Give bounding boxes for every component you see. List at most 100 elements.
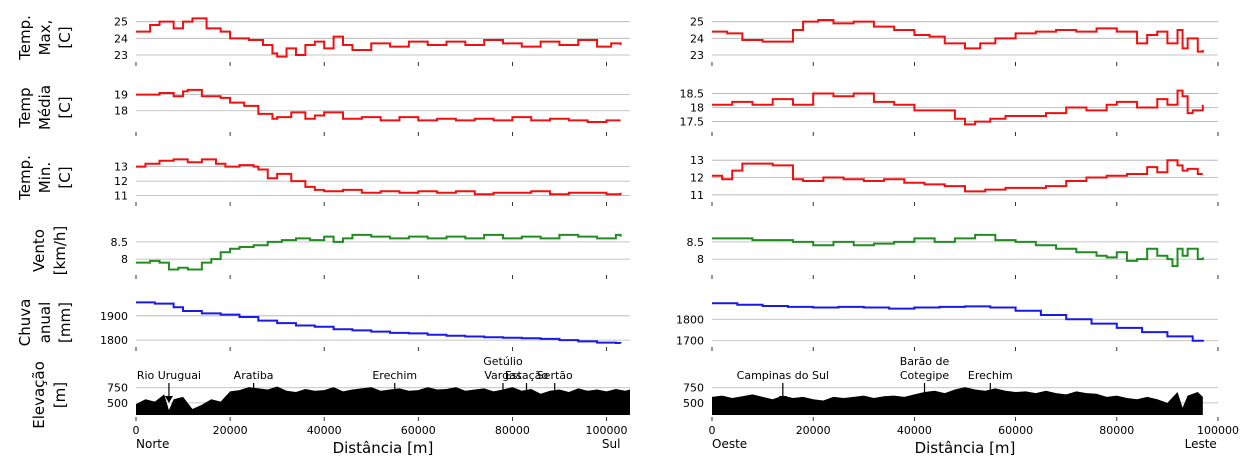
panel-7: 88.5 xyxy=(687,233,1219,279)
y-tick-label: 1700 xyxy=(676,335,704,348)
y-tick-label: 17.5 xyxy=(680,116,705,129)
y-tick-label: 750 xyxy=(683,382,704,395)
series-line xyxy=(712,233,1204,268)
x-axis-label: Distância [m] xyxy=(333,439,434,457)
series-line xyxy=(712,302,1204,342)
y-tick-label: 18.5 xyxy=(680,87,705,100)
panel-2: 18 19 Temp Média [C] xyxy=(16,85,630,136)
annotation-label: Erechim xyxy=(968,369,1013,382)
y-axis-label: Vento xyxy=(30,229,48,272)
series-line xyxy=(136,17,622,58)
y-axis-label: [m] xyxy=(51,382,69,408)
annotation-label: Getúlio xyxy=(483,355,523,368)
y-axis-label: [C] xyxy=(56,96,74,118)
panel-11: 500 750 0 20000 40000 60000 80000 100000 Campina… xyxy=(683,355,1239,457)
y-tick-label: 19 xyxy=(114,89,128,102)
series-line xyxy=(712,89,1204,126)
annotation-label: Sertão xyxy=(537,369,573,382)
elevation-area xyxy=(712,387,1203,415)
annotation-label: Vargas xyxy=(484,369,521,382)
y-axis-label: [mm] xyxy=(56,302,74,343)
y-tick-label: 8 xyxy=(121,253,128,266)
end-direction-label: Sul xyxy=(602,437,621,451)
x-tick-label: 0 xyxy=(709,424,716,437)
panel-9: 1700 1800 xyxy=(676,302,1219,351)
y-tick-label: 25 xyxy=(690,16,704,29)
panel-1: 23 24 25 xyxy=(690,16,1219,66)
x-tick-label: 0 xyxy=(133,424,140,437)
x-tick-label: 60000 xyxy=(401,424,436,437)
annotation-arrowhead xyxy=(498,396,507,403)
annotation-label: Campinas do Sul xyxy=(737,369,829,382)
annotation-arrowhead xyxy=(778,396,787,403)
x-tick-label: 20000 xyxy=(796,424,831,437)
y-axis-label: [km/h] xyxy=(51,226,69,276)
series-line xyxy=(136,301,622,345)
x-tick-label: 80000 xyxy=(1099,424,1134,437)
annotation-arrowhead xyxy=(550,396,559,403)
series-line xyxy=(136,233,622,271)
annotation-arrowhead xyxy=(986,396,995,403)
y-axis-label: Elevação xyxy=(30,361,48,429)
panel-5: 11 12 13 xyxy=(690,154,1219,206)
y-axis-label: [C] xyxy=(56,26,74,48)
x-tick-label: 40000 xyxy=(307,424,342,437)
panel-6: 8 8.5 Vento [km/h] xyxy=(30,226,630,279)
x-tick-label: 40000 xyxy=(897,424,932,437)
y-tick-label: 8.5 xyxy=(111,236,129,249)
annotation-label: Estação xyxy=(505,369,549,382)
y-tick-label: 8 xyxy=(697,253,704,266)
end-direction-label: Leste xyxy=(1185,437,1217,451)
panel-0: 23 24 25 Temp. Max, [C] xyxy=(16,15,630,66)
y-axis-label: Min. xyxy=(36,162,54,193)
x-tick-label: 20000 xyxy=(213,424,248,437)
y-axis-label: Temp xyxy=(16,88,34,129)
x-tick-label: 60000 xyxy=(998,424,1033,437)
x-axis-label: Distância [m] xyxy=(915,439,1016,457)
y-tick-label: 1900 xyxy=(100,310,128,323)
elevation-area xyxy=(136,386,630,415)
y-tick-label: 11 xyxy=(690,189,704,202)
y-tick-label: 23 xyxy=(114,49,128,62)
annotation-arrowhead xyxy=(164,396,173,403)
y-tick-label: 750 xyxy=(107,382,128,395)
x-tick-label: 80000 xyxy=(495,424,530,437)
y-tick-label: 23 xyxy=(690,49,704,62)
y-tick-label: 18 xyxy=(114,105,128,118)
annotation-label: Aratiba xyxy=(234,369,274,382)
y-tick-label: 18 xyxy=(690,102,704,115)
y-tick-label: 12 xyxy=(690,172,704,185)
y-tick-label: 500 xyxy=(107,397,128,410)
annotation-arrowhead xyxy=(920,396,929,403)
series-line xyxy=(712,159,1203,193)
annotation-arrowhead xyxy=(390,396,399,403)
y-axis-label: anual xyxy=(36,302,54,344)
annotation-arrowhead xyxy=(249,396,258,403)
y-tick-label: 8.5 xyxy=(687,236,705,249)
panel-8: 1800 1900 Chuva anual [mm] xyxy=(16,299,630,351)
y-axis-label: Temp. xyxy=(16,15,34,61)
series-line xyxy=(712,19,1204,53)
y-axis-label: Chuva xyxy=(16,299,34,347)
start-direction-label: Oeste xyxy=(712,437,747,451)
y-axis-label: Max, xyxy=(36,20,54,56)
panel-10: 500 750 0 20000 40000 60000 80000 100000 Elevaçã… xyxy=(30,355,630,457)
y-tick-label: 24 xyxy=(114,32,128,45)
x-tick-label: 100000 xyxy=(1197,424,1239,437)
annotation-label: Barão de xyxy=(900,355,950,368)
annotation-label: Rio Uruguai xyxy=(137,369,201,382)
y-tick-label: 13 xyxy=(690,154,704,167)
y-axis-label: [C] xyxy=(56,166,74,188)
x-tick-label: 100000 xyxy=(585,424,627,437)
y-tick-label: 11 xyxy=(114,190,128,203)
y-tick-label: 25 xyxy=(114,16,128,29)
y-tick-label: 12 xyxy=(114,175,128,188)
annotation-arrowhead xyxy=(522,396,531,403)
y-tick-label: 500 xyxy=(683,397,704,410)
y-axis-label: Média xyxy=(36,85,54,130)
start-direction-label: Norte xyxy=(136,437,169,451)
y-tick-label: 1800 xyxy=(676,313,704,326)
y-tick-label: 1800 xyxy=(100,334,128,347)
